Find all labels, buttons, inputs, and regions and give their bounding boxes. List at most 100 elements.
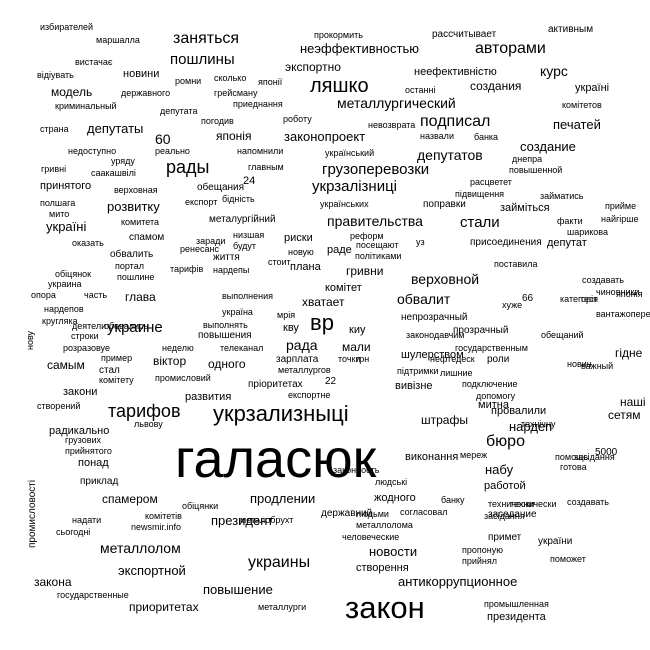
word: депутаты	[87, 121, 144, 136]
word: життя	[213, 252, 240, 263]
word: мрія	[277, 310, 296, 320]
word: надати	[72, 515, 102, 525]
word: обвалить	[110, 249, 154, 260]
word: повышения	[198, 330, 252, 341]
word: штрафы	[421, 413, 468, 427]
word: людьми	[356, 509, 389, 519]
word: экспортной	[118, 563, 186, 578]
word: важный	[581, 361, 614, 371]
word: законность	[333, 465, 380, 475]
word: будут	[233, 241, 257, 251]
word: выполнения	[222, 291, 274, 301]
word: президента	[487, 611, 546, 623]
word: глава	[125, 290, 156, 304]
word: нардепы	[213, 265, 250, 275]
word: український	[325, 148, 375, 158]
word: засідання	[484, 511, 525, 521]
word: технически	[488, 499, 535, 509]
word: закона	[34, 575, 72, 589]
word: 5000	[595, 447, 618, 458]
word: пошлине	[117, 272, 155, 282]
word: повышение	[203, 582, 273, 597]
word: антикоррупционное	[398, 574, 518, 589]
word: розразовуе	[63, 343, 110, 353]
word: развития	[185, 391, 232, 403]
word: украины	[248, 554, 311, 571]
word: поможет	[550, 554, 586, 564]
word: курс	[540, 63, 568, 79]
word: прийнял	[462, 556, 498, 566]
word: металлургический	[337, 95, 456, 111]
word: пріоритетах	[248, 379, 303, 390]
word: україні	[46, 219, 87, 234]
word: пример	[101, 353, 133, 363]
word: неэффективностью	[300, 41, 420, 56]
word: промисловий	[155, 373, 211, 383]
word: тарифів	[170, 264, 204, 274]
word: грейсману	[214, 88, 258, 98]
word: оказать	[72, 238, 104, 248]
word: строки	[71, 331, 99, 341]
word: підтримки	[397, 366, 439, 376]
word: приеднання	[233, 99, 283, 109]
word: невозврата	[368, 120, 416, 130]
word: согласовал	[400, 507, 448, 517]
word: создание	[520, 139, 576, 154]
word: металобрухт	[240, 515, 294, 525]
word: точки	[338, 354, 361, 364]
word: бідність	[222, 194, 255, 204]
word: технічну	[521, 419, 556, 429]
word: страна	[40, 124, 69, 134]
word: закони	[63, 386, 98, 398]
word: провалили	[491, 405, 547, 417]
word: вр	[310, 310, 334, 335]
word: готова	[560, 462, 587, 472]
word: розвитку	[107, 199, 160, 214]
word: повышенной	[509, 165, 563, 175]
word: банку	[441, 495, 465, 505]
word: законопроект	[284, 129, 366, 144]
word: новин	[567, 359, 592, 369]
word: прийнятого	[65, 446, 112, 456]
word: державний	[321, 508, 373, 519]
word: займіться	[500, 202, 550, 214]
word: экспортно	[285, 60, 341, 74]
word: заседание	[488, 509, 537, 520]
word: нардеп	[509, 419, 553, 434]
word: пропоную	[462, 545, 503, 555]
word: недоступно	[68, 146, 117, 156]
word: криминальный	[55, 101, 117, 111]
word: жодного	[374, 492, 416, 504]
word: львову	[134, 419, 163, 429]
word: 24	[243, 175, 256, 187]
word: нардепов	[44, 304, 84, 314]
word: японії	[258, 77, 283, 87]
word: стоит	[268, 257, 291, 267]
word: создания	[470, 79, 522, 93]
word: портал	[115, 261, 144, 271]
word: стали	[460, 214, 500, 231]
word: неделю	[162, 343, 194, 353]
word: металлурги	[258, 602, 307, 612]
word: часть	[84, 290, 108, 300]
word: деятели	[72, 321, 107, 331]
word: верховной	[411, 271, 480, 287]
word: новую	[288, 247, 314, 257]
word: мито	[49, 209, 70, 219]
word: обіцянки	[182, 501, 219, 511]
word: україні	[575, 82, 610, 94]
word: зарплата	[276, 354, 319, 365]
word: відіувать	[37, 70, 74, 80]
word: обещаний	[541, 330, 584, 340]
word: законодавчим	[406, 330, 465, 340]
word: пошлины	[170, 51, 235, 68]
word: гідне	[615, 346, 643, 360]
word: лишние	[440, 368, 473, 378]
word: тарифов	[108, 401, 181, 421]
word: ренесанс	[180, 244, 219, 254]
word: технически	[510, 499, 557, 509]
word: грузоперевозки	[322, 161, 430, 178]
word: виконання	[405, 451, 459, 463]
word: сколько	[214, 73, 247, 83]
word: радикально	[49, 425, 110, 437]
